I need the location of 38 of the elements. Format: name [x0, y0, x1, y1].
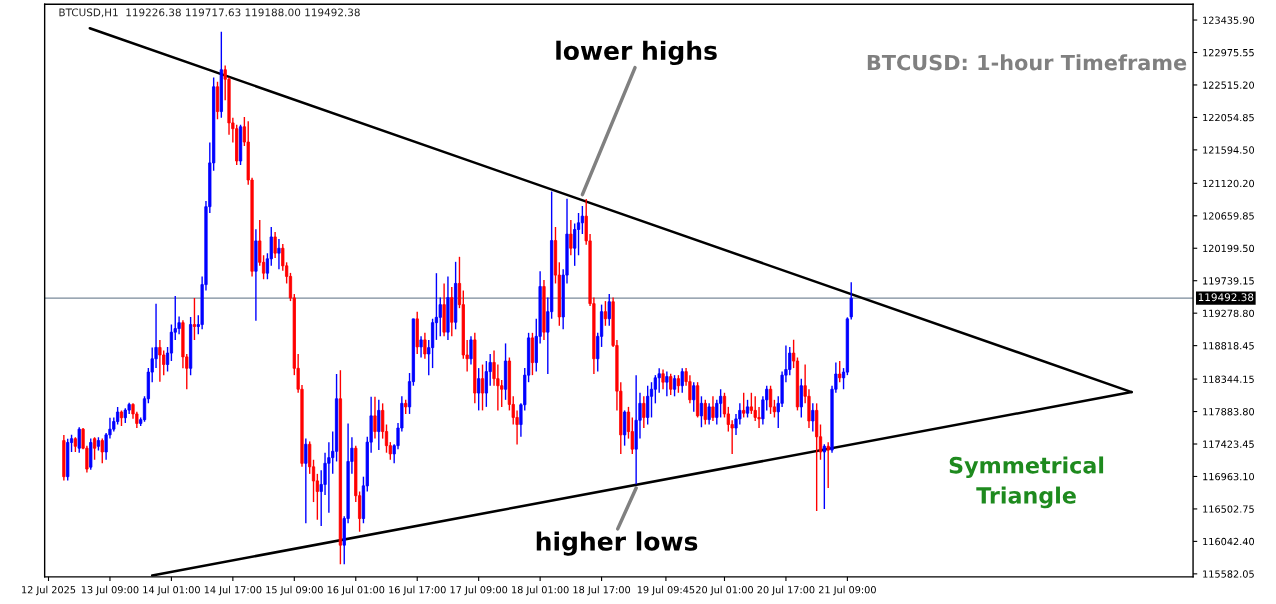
x-tick-label: 18 Jul 01:00: [512, 585, 569, 596]
y-tick-label: 120199.50: [1203, 244, 1255, 253]
x-tick-label: 19 Jul 09:45: [637, 585, 695, 596]
annotation: Symmetrical Triangle: [949, 456, 1104, 509]
y-tick-label: 116963.10: [1203, 472, 1255, 481]
y-tick-label: 122515.20: [1203, 81, 1255, 89]
x-tick-label: 14 Jul 01:00: [143, 585, 200, 596]
y-tick-label: 118818.45: [1203, 342, 1254, 350]
x-tick-label: 21 Jul 09:00: [818, 585, 876, 596]
y-tick-label: 122975.55: [1203, 48, 1254, 57]
y-tick-label: 118344.15: [1203, 375, 1254, 383]
y-tick-label: 121120.20: [1203, 179, 1255, 188]
annotation: lower highs: [556, 40, 717, 66]
y-tick-label: 116042.40: [1203, 537, 1255, 546]
y-tick-label: 120659.85: [1203, 212, 1254, 220]
x-tick-label: 13 Jul 09:00: [81, 585, 139, 596]
annotation: BTCUSD: 1-hour Timeframe: [867, 54, 1187, 71]
x-tick-label: 16 Jul 01:00: [327, 585, 385, 596]
chart-title: BTCUSD,H1 119226.38 119717.63 119188.00 119492.38: [59, 8, 360, 18]
x-tick-label: 14 Jul 17:00: [204, 585, 262, 596]
y-tick-label: 119739.15: [1203, 277, 1254, 285]
x-tick-label: 12 Jul 2025: [22, 585, 76, 596]
x-tick-label: 17 Jul 09:00: [450, 585, 508, 596]
x-tick-label: 20 Jul 01:00: [696, 585, 753, 596]
y-tick-label: 115582.05: [1203, 570, 1254, 578]
annotation: higher lows: [536, 531, 698, 556]
ref-line-label: 119492.38: [1198, 293, 1254, 302]
y-tick-label: 117883.80: [1203, 408, 1255, 416]
y-tick-label: 116502.75: [1203, 505, 1254, 513]
y-tick-label: 123435.90: [1203, 16, 1255, 24]
x-tick-label: 16 Jul 17:00: [389, 585, 446, 596]
y-tick-label: 122054.85: [1203, 113, 1254, 122]
x-tick-label: 20 Jul 17:00: [757, 585, 815, 596]
y-tick-label: 121594.50: [1203, 146, 1255, 154]
y-tick-label: 119278.80: [1203, 309, 1255, 318]
y-tick-label: 117423.45: [1203, 440, 1254, 448]
x-tick-label: 15 Jul 09:00: [266, 585, 323, 596]
x-tick-label: 18 Jul 17:00: [573, 585, 631, 596]
